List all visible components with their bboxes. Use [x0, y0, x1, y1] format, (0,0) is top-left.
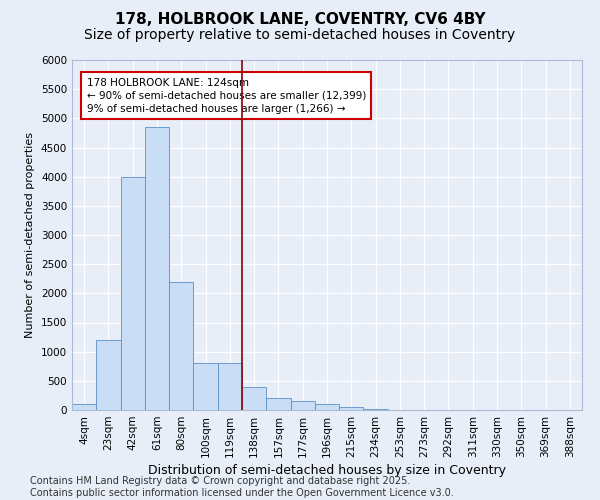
Text: 178, HOLBROOK LANE, COVENTRY, CV6 4BY: 178, HOLBROOK LANE, COVENTRY, CV6 4BY: [115, 12, 485, 28]
Y-axis label: Number of semi-detached properties: Number of semi-detached properties: [25, 132, 35, 338]
Bar: [121, 176, 145, 410]
Bar: [315, 404, 339, 410]
Bar: [242, 386, 266, 410]
Text: Contains HM Land Registry data © Crown copyright and database right 2025.
Contai: Contains HM Land Registry data © Crown c…: [30, 476, 454, 498]
Text: 178 HOLBROOK LANE: 124sqm
← 90% of semi-detached houses are smaller (12,399)
9% : 178 HOLBROOK LANE: 124sqm ← 90% of semi-…: [86, 78, 366, 114]
Bar: [218, 364, 242, 410]
Bar: [96, 340, 121, 410]
X-axis label: Distribution of semi-detached houses by size in Coventry: Distribution of semi-detached houses by …: [148, 464, 506, 477]
Bar: [266, 398, 290, 410]
Bar: [339, 407, 364, 410]
Bar: [169, 282, 193, 410]
Text: Size of property relative to semi-detached houses in Coventry: Size of property relative to semi-detach…: [85, 28, 515, 42]
Bar: [193, 364, 218, 410]
Bar: [145, 127, 169, 410]
Bar: [290, 401, 315, 410]
Bar: [72, 404, 96, 410]
